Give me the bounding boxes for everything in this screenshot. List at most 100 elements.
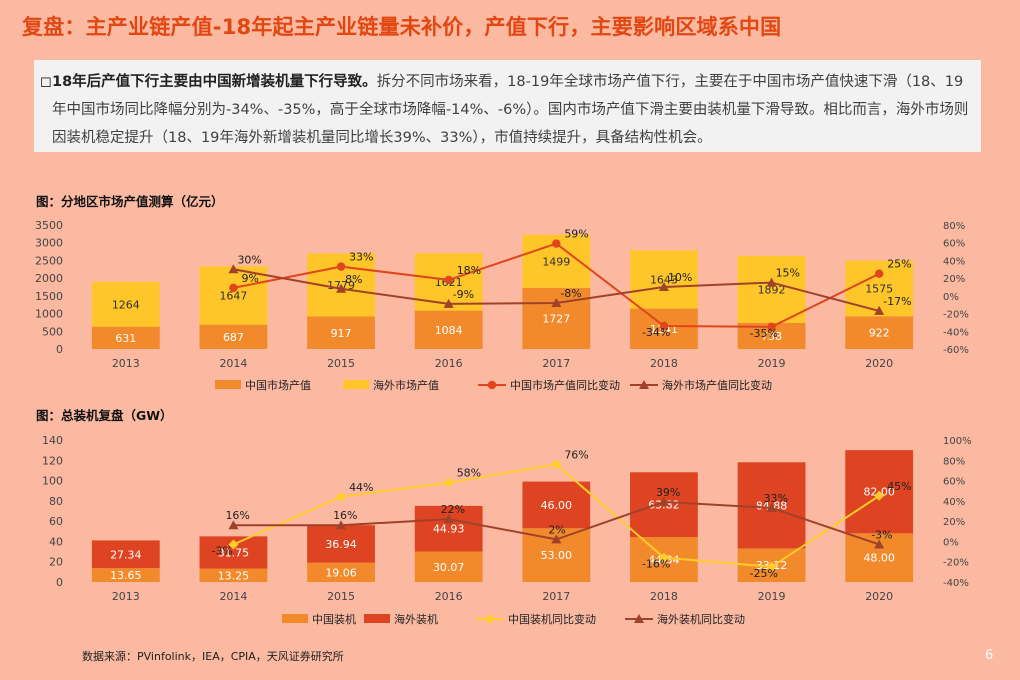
x-tick-label: 2015	[327, 590, 355, 603]
bar-segment	[91, 326, 160, 349]
x-tick-label: 2015	[327, 357, 355, 370]
series-marker	[874, 490, 885, 501]
y-tick-label: 20	[49, 556, 63, 569]
legend-marker	[487, 380, 497, 390]
series-marker	[336, 491, 347, 502]
bar-value-label: 36.94	[325, 538, 357, 551]
legend-swatch	[343, 380, 369, 389]
line-value-label: -17%	[883, 295, 911, 308]
x-tick-label: 2014	[219, 590, 247, 603]
legend-label: 海外市场产值	[373, 378, 439, 392]
bar-value-label: 13.25	[218, 569, 250, 582]
bar-segment	[414, 551, 483, 582]
x-tick-label: 2013	[112, 590, 140, 603]
line-value-label: -3%	[871, 528, 892, 541]
bar-value-label: 1264	[112, 298, 140, 311]
x-tick-label: 2018	[650, 357, 678, 370]
x-tick-label: 2013	[112, 357, 140, 370]
line-value-label: 10%	[668, 271, 692, 284]
bar-value-label: 1575	[865, 282, 893, 295]
bar-segment	[414, 505, 483, 552]
series-marker	[336, 520, 347, 530]
x-tick-label: 2014	[219, 357, 247, 370]
y2-tick-label: 80%	[943, 456, 965, 467]
legend-label: 海外装机	[394, 612, 438, 626]
page-title: 复盘：主产业链产值-18年起主产业链量未补价，产值下行，主要影响区域系中国	[22, 15, 782, 39]
y-tick-label: 500	[42, 325, 63, 338]
line-value-label: -34%	[642, 326, 670, 339]
bar-value-label: 46.00	[541, 499, 573, 512]
bar-value-label: 1499	[542, 255, 570, 268]
bar-segment	[845, 316, 914, 349]
y2-tick-label: -40%	[943, 327, 969, 338]
bar-value-label: 1084	[435, 324, 463, 337]
bar-value-label: 48.00	[863, 552, 895, 565]
line-value-label: 2%	[548, 523, 565, 536]
y-tick-label: 140	[42, 434, 63, 447]
line-value-label: 59%	[564, 228, 588, 241]
y2-tick-label: 40%	[943, 497, 965, 508]
line-value-label: 39%	[656, 486, 680, 499]
summary-box: ◻ 18年后产值下行主要由中国新增装机量下行导致。拆分不同市场来看，18-19年…	[34, 60, 981, 152]
bar-segment	[199, 324, 268, 349]
y-tick-label: 60	[49, 515, 63, 528]
y-tick-label: 1000	[35, 308, 63, 321]
series-marker	[443, 298, 454, 308]
line-value-label: -35%	[750, 327, 778, 340]
bar-value-label: 922	[869, 327, 890, 340]
legend-marker	[485, 614, 495, 624]
series-marker	[874, 539, 885, 549]
y-tick-label: 100	[42, 475, 63, 488]
series-marker	[336, 283, 347, 293]
y2-tick-label: 60%	[943, 239, 965, 250]
line-value-label: 58%	[457, 467, 481, 480]
bar-segment	[199, 266, 268, 325]
y2-tick-label: -40%	[943, 578, 969, 589]
bar-value-label: 917	[331, 327, 352, 340]
series-marker	[766, 561, 777, 572]
y-tick-label: 80	[49, 495, 63, 508]
legend-swatch	[364, 614, 390, 623]
bar-value-label: 1647	[219, 289, 247, 302]
series-marker	[659, 321, 669, 331]
bar-value-label: 53.00	[541, 549, 573, 562]
bar-value-label: 738	[761, 330, 782, 343]
legend-label: 中国装机	[312, 612, 356, 626]
bar-value-label: 631	[115, 332, 136, 345]
y-tick-label: 0	[56, 343, 63, 356]
line-value-label: 16%	[333, 509, 357, 522]
bar-value-label: 1727	[542, 312, 570, 325]
legend-label: 中国装机同比变动	[508, 612, 596, 626]
bar-segment	[307, 316, 375, 349]
x-tick-label: 2020	[865, 590, 893, 603]
bar-value-label: 44.93	[433, 523, 465, 536]
line-value-label: 33%	[349, 251, 373, 264]
bar-segment	[91, 540, 160, 569]
line-value-label: 15%	[776, 267, 800, 280]
series-marker	[228, 520, 239, 530]
series-marker	[658, 552, 669, 563]
line-value-label: 25%	[887, 258, 911, 271]
line-value-label: -8%	[560, 287, 581, 300]
line-value-label: -16%	[642, 558, 670, 571]
line-value-label: -3%	[211, 544, 232, 557]
x-tick-label: 2019	[758, 357, 786, 370]
y-tick-label: 3500	[35, 219, 63, 232]
bar-value-label: 27.34	[110, 548, 142, 561]
y-tick-label: 40	[49, 535, 63, 548]
bar-value-label: 30.07	[433, 561, 465, 574]
series-marker	[228, 264, 239, 274]
series-marker	[767, 322, 776, 332]
series-marker	[551, 459, 562, 470]
y2-tick-label: 0%	[943, 292, 959, 303]
x-tick-label: 2017	[542, 357, 570, 370]
series-marker	[228, 539, 239, 550]
y2-tick-label: 40%	[943, 256, 965, 267]
y2-tick-label: 20%	[943, 517, 965, 528]
y2-tick-label: 100%	[943, 436, 972, 447]
x-tick-label: 2016	[435, 590, 463, 603]
x-tick-label: 2019	[758, 590, 786, 603]
series-marker	[443, 514, 454, 524]
line-value-label: 16%	[225, 509, 249, 522]
bar-value-label: 19.06	[325, 566, 357, 579]
